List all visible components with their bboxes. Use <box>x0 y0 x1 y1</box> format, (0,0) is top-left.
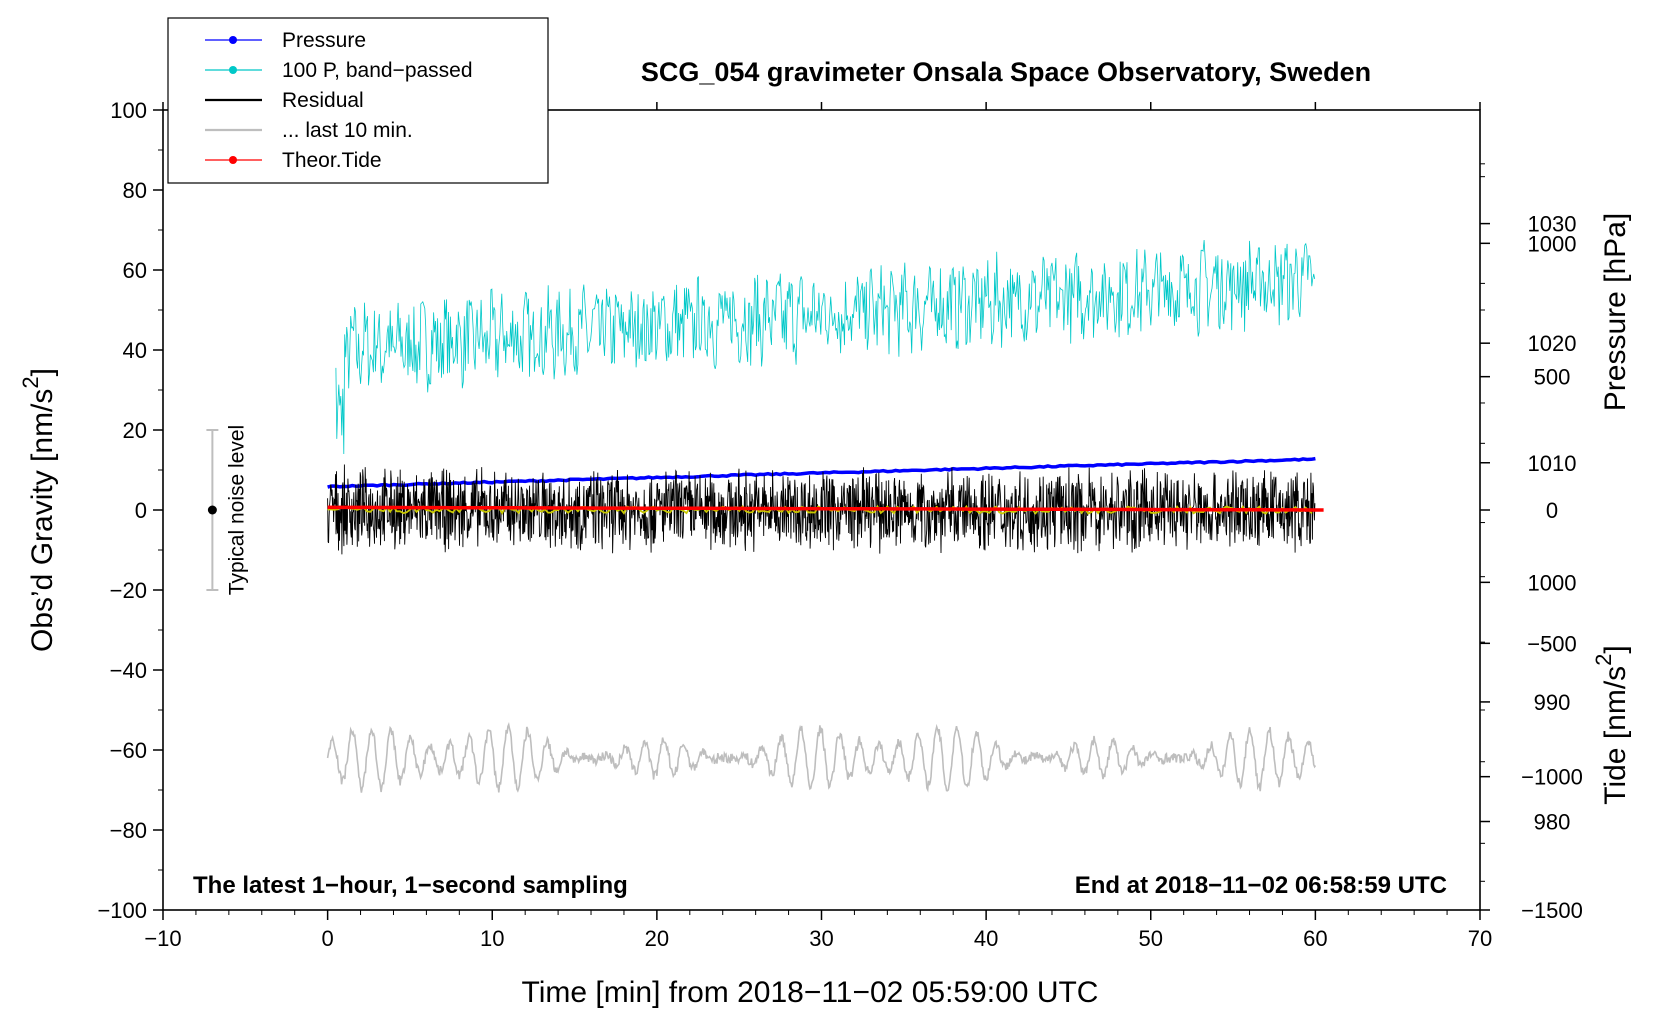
x-axis: −10 0 10 20 30 40 50 60 70 <box>144 102 1492 951</box>
y-axis-pressure: 980 990 1000 1010 1020 1030 <box>1480 163 1577 882</box>
pressure-tick-label: 1020 <box>1528 331 1577 356</box>
y-tick-label: −20 <box>110 578 147 603</box>
x-axis-title: Time [min] from 2018−11−02 05:59:00 UTC <box>522 976 1099 1009</box>
chart-title: SCG_054 gravimeter Onsala Space Observat… <box>641 57 1371 87</box>
annotation-bottom-right: End at 2018−11−02 06:58:59 UTC <box>1075 872 1447 899</box>
pressure-tick-label: 1010 <box>1528 451 1577 476</box>
y-tick-label: 40 <box>123 338 147 363</box>
y-tick-label: −100 <box>97 898 147 923</box>
tide-tick-label: −1500 <box>1521 898 1583 923</box>
y-axis-left: −100 −80 −60 −40 −20 0 20 40 60 80 100 <box>97 98 163 923</box>
x-tick-label: 40 <box>974 926 998 951</box>
series-bandpassed-line <box>335 239 1316 455</box>
pressure-tick-label: 1030 <box>1528 212 1577 237</box>
y-tick-label: −60 <box>110 738 147 763</box>
series-pressure-line <box>327 456 1316 489</box>
legend-label: Pressure <box>282 29 366 52</box>
y-axis-tide-title: Tide [nm/s2] <box>1591 645 1632 805</box>
tide-tick-label: −500 <box>1527 631 1577 656</box>
legend-label: Theor.Tide <box>282 149 382 172</box>
tide-tick-label: −1000 <box>1521 765 1583 790</box>
noise-label: Typical noise level <box>225 425 248 595</box>
x-tick-label: 20 <box>645 926 669 951</box>
y-axis-pressure-title: Pressure [hPa] <box>1599 213 1632 411</box>
legend: Pressure 100 P, band−passed Residual ... la… <box>167 17 549 184</box>
noise-indicator: Typical noise level <box>206 425 248 595</box>
y-tick-label: −40 <box>110 658 147 683</box>
y-tick-label: 100 <box>110 98 147 123</box>
y-axis-left-title: Obs’d Gravity [nm/s2] <box>18 368 59 652</box>
pressure-tick-label: 990 <box>1534 690 1571 715</box>
x-tick-label: 30 <box>809 926 833 951</box>
y-tick-label: 80 <box>123 178 147 203</box>
y-tick-label: 60 <box>123 258 147 283</box>
y-tick-label: 0 <box>135 498 147 523</box>
pressure-tick-label: 1000 <box>1528 570 1577 595</box>
x-tick-label: 10 <box>480 926 504 951</box>
y-tick-label: −80 <box>110 818 147 843</box>
legend-label: ... last 10 min. <box>282 119 413 142</box>
series-residual-line <box>327 464 1316 555</box>
x-tick-label: −10 <box>144 926 181 951</box>
y-axis-tide: −1500 −1000 −500 0 500 1000 <box>1480 176 1583 923</box>
pressure-tick-label: 980 <box>1534 810 1571 835</box>
series-tide-line <box>327 505 1324 512</box>
noise-center-dot <box>207 505 217 515</box>
legend-marker <box>229 66 237 74</box>
tide-tick-label: 0 <box>1546 498 1558 523</box>
annotation-bottom-left: The latest 1−hour, 1−second sampling <box>193 872 628 899</box>
tide-tick-label: 500 <box>1534 365 1571 390</box>
tide-tick-label: 1000 <box>1528 231 1577 256</box>
legend-label: Residual <box>282 89 364 112</box>
x-tick-label: 70 <box>1468 926 1492 951</box>
legend-marker <box>229 156 237 164</box>
series-last10min-line <box>326 721 1317 793</box>
series-layer <box>326 239 1324 793</box>
y-tick-label: 20 <box>123 418 147 443</box>
x-tick-label: 0 <box>322 926 334 951</box>
legend-marker <box>229 36 237 44</box>
x-tick-label: 50 <box>1139 926 1163 951</box>
x-tick-label: 60 <box>1303 926 1327 951</box>
legend-label: 100 P, band−passed <box>282 59 473 82</box>
